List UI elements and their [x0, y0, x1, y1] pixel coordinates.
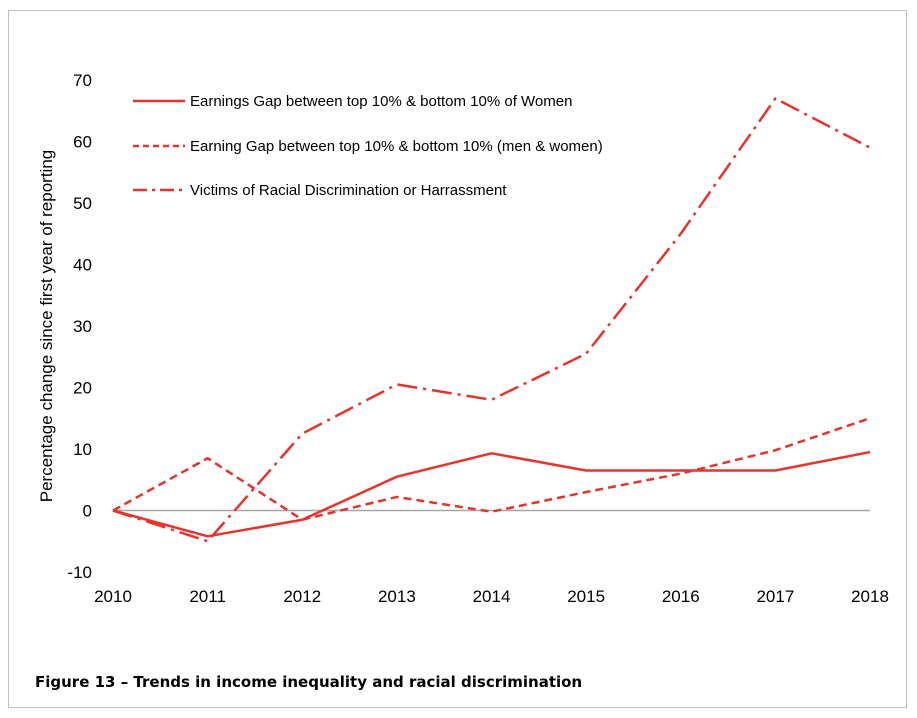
x-tick-label: 2010 [94, 587, 132, 606]
y-axis-title: Percentage change since first year of re… [37, 150, 56, 502]
y-tick-label: 60 [73, 133, 92, 152]
x-tick-label: 2018 [851, 587, 889, 606]
y-tick-label: 10 [73, 440, 92, 459]
x-tick-label: 2013 [378, 587, 416, 606]
legend-label-2: Earning Gap between top 10% & bottom 10%… [190, 138, 603, 155]
y-tick-label: 50 [73, 194, 92, 213]
series-line-3 [112, 97, 871, 543]
x-tick-label: 2014 [473, 587, 511, 606]
y-tick-label: -10 [67, 563, 92, 582]
legend-label-1: Earnings Gap between top 10% & bottom 10… [190, 93, 572, 110]
y-axis-ticks: -10 0 10 20 30 40 50 60 70 [67, 71, 92, 582]
x-tick-label: 2012 [283, 587, 321, 606]
series-line-1 [112, 450, 871, 538]
series-line-2 [112, 417, 871, 521]
x-tick-label: 2017 [756, 587, 794, 606]
y-tick-label: 30 [73, 317, 92, 336]
y-tick-label: 70 [73, 71, 92, 90]
x-axis-ticks: 2010 2011 2012 2013 2014 2015 2016 2017 2018 [94, 587, 889, 606]
legend-label-3: Victims of Racial Discrimination or Harr… [190, 182, 507, 199]
series-lines [112, 97, 871, 543]
y-tick-label: 20 [73, 379, 92, 398]
figure-frame [8, 10, 907, 708]
figure-caption: Figure 13 – Trends in income inequality … [35, 673, 583, 691]
y-tick-label: 0 [83, 502, 92, 521]
x-tick-label: 2016 [662, 587, 700, 606]
x-tick-label: 2011 [189, 587, 226, 606]
y-tick-label: 40 [73, 256, 92, 275]
x-tick-label: 2015 [567, 587, 605, 606]
legend: Earnings Gap between top 10% & bottom 10… [133, 93, 603, 199]
